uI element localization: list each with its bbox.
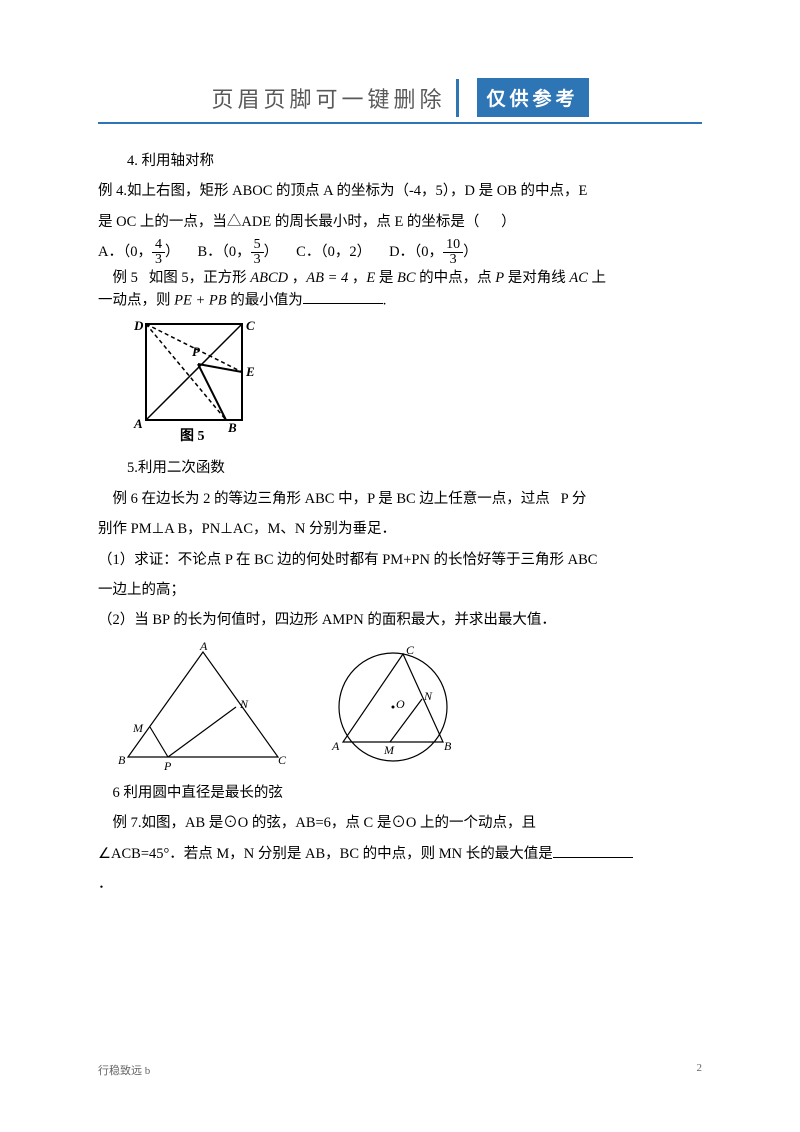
option-a: A．（0，43） <box>98 237 179 267</box>
page-footer: 行稳致远 b 2 <box>98 1062 702 1078</box>
svg-text:B: B <box>444 739 452 753</box>
svg-text:图 5: 图 5 <box>180 428 205 442</box>
svg-text:A: A <box>133 416 143 431</box>
header-text: 页眉页脚可一键删除 <box>211 82 445 114</box>
option-d: D．（0，103） <box>389 237 477 267</box>
footer-left: 行稳致远 b <box>98 1062 150 1078</box>
example-7-line2: ∠ACB=45°．若点 M，N 分别是 AB，BC 的中点，则 MN 长的最大值… <box>98 839 702 869</box>
svg-text:A: A <box>331 739 340 753</box>
footer-page-number: 2 <box>697 1062 703 1078</box>
svg-text:N: N <box>423 689 433 703</box>
svg-text:B: B <box>227 420 237 435</box>
example-6-line2: 别作 PM⊥A B，PN⊥AC，M、N 分别为垂足． <box>98 514 702 544</box>
option-b: B．（0，53） <box>197 237 278 267</box>
example-6-line1: 例 6 在边长为 2 的等边三角形 ABC 中，P 是 BC 边上任意一点，过点… <box>98 484 702 514</box>
example-5-line2: 一动点，则 PE + PB 的最小值为. <box>98 290 702 312</box>
example-7-period: ． <box>98 869 702 899</box>
figure-6b-svg: C A B M N O <box>328 642 458 772</box>
header-badge: 仅供参考 <box>477 78 589 117</box>
example-7-line1: 例 7.如图，AB 是⊙O 的弦，AB=6，点 C 是⊙O 上的一个动点，且 <box>98 808 702 838</box>
svg-text:M: M <box>383 743 395 757</box>
svg-text:O: O <box>396 697 405 711</box>
svg-text:P: P <box>163 759 172 772</box>
section-6-title: 6 利用圆中直径是最长的弦 <box>98 778 702 808</box>
option-c: C．（0，2） <box>296 237 371 267</box>
document-content: 4. 利用轴对称 例 4.如上右图，矩形 ABOC 的顶点 A 的坐标为（-4，… <box>98 146 702 900</box>
svg-text:B: B <box>118 753 126 767</box>
example-4-line1: 例 4.如上右图，矩形 ABOC 的顶点 A 的坐标为（-4，5），D 是 OB… <box>98 176 702 206</box>
example-6-q1-line1: （1）求证：不论点 P 在 BC 边的何处时都有 PM+PN 的长恰好等于三角形… <box>98 545 702 575</box>
section-4-title: 4. 利用轴对称 <box>98 146 702 176</box>
example-4-options: A．（0，43） B．（0，53） C．（0，2） D．（0，103） <box>98 237 702 267</box>
svg-text:D: D <box>133 318 144 333</box>
example-4-line2: 是 OC 上的一点，当△ADE 的周长最小时，点 E 的坐标是（ ） <box>98 207 702 237</box>
svg-text:C: C <box>278 753 287 767</box>
header-underline <box>98 122 702 124</box>
header-divider <box>456 79 459 117</box>
section-5-title: 5.利用二次函数 <box>98 453 702 483</box>
svg-text:P: P <box>192 344 201 359</box>
example-6-q2: （2）当 BP 的长为何值时，四边形 AMPN 的面积最大，并求出最大值． <box>98 605 702 635</box>
svg-text:C: C <box>246 318 255 333</box>
svg-text:M: M <box>132 721 144 735</box>
svg-text:A: A <box>199 642 208 653</box>
figure-5-svg: D C A B E P 图 5 <box>128 312 258 442</box>
svg-text:E: E <box>245 364 255 379</box>
svg-text:C: C <box>406 643 415 657</box>
example-5-line1: 例 5 如图 5，正方形 ABCD ，AB = 4 ，E 是 BC 的中点，点 … <box>98 268 702 290</box>
page-header: 页眉页脚可一键删除 仅供参考 <box>0 78 800 117</box>
example-6-q1-line2: 一边上的高； <box>98 575 702 605</box>
figure-6a-svg: A B C M N P <box>118 642 288 772</box>
example-6-figures: A B C M N P C A B M N O <box>118 642 702 772</box>
svg-text:N: N <box>239 697 249 711</box>
figure-5-container: D C A B E P 图 5 <box>128 312 702 453</box>
